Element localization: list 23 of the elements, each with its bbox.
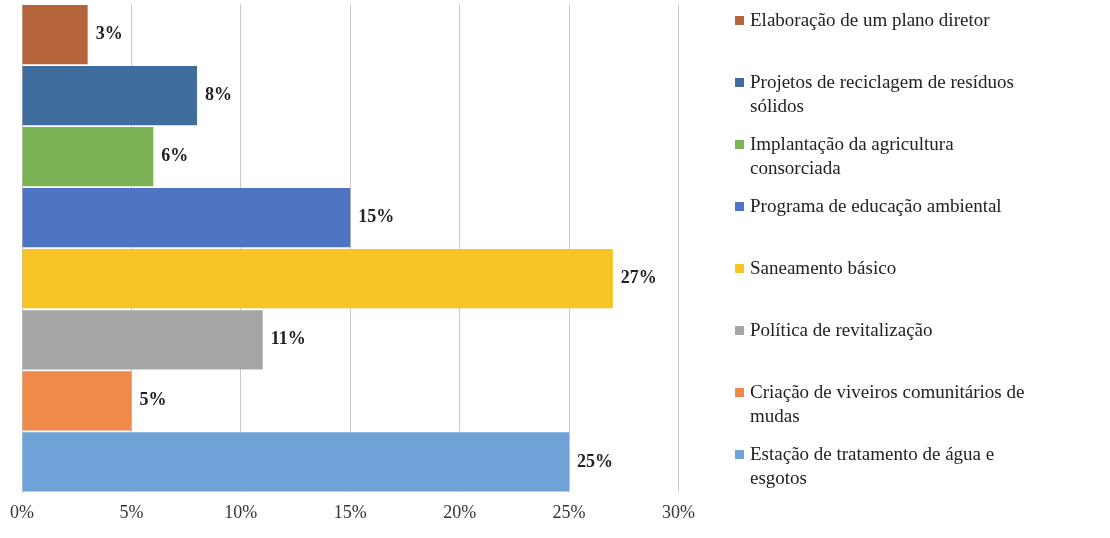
x-tick-label: 25% <box>552 501 586 522</box>
legend-label: Implantação da agricultura consorciada <box>750 132 955 180</box>
data-label: 5% <box>139 389 167 410</box>
x-tick-label: 10% <box>224 501 258 522</box>
data-label: 8% <box>205 84 233 105</box>
data-label: 15% <box>358 206 395 227</box>
legend-label: Saneamento básico <box>750 256 897 280</box>
legend-label: Criação de viveiros comunitários de mudas <box>750 380 1026 428</box>
legend-label: Elaboração de um plano diretor <box>750 8 990 32</box>
x-tick-label: 20% <box>443 501 477 522</box>
data-label: 25% <box>577 450 614 471</box>
legend-label: Política de revitalização <box>750 318 933 342</box>
data-label: 27% <box>620 267 657 288</box>
data-label: 3% <box>95 23 123 44</box>
data-label: 6% <box>161 145 189 166</box>
legend-label: Programa de educação ambiental <box>750 194 1002 218</box>
data-label: 11% <box>270 328 306 349</box>
x-tick-label: 15% <box>333 501 367 522</box>
legend-label: Estação de tratamento de água e esgotos <box>750 442 996 490</box>
x-tick-label: 0% <box>10 501 34 522</box>
legend-label: Projetos de reciclagem de resíduos sólidos <box>750 70 1015 118</box>
x-tick-label: 5% <box>119 501 144 522</box>
x-tick-label: 30% <box>662 501 695 522</box>
